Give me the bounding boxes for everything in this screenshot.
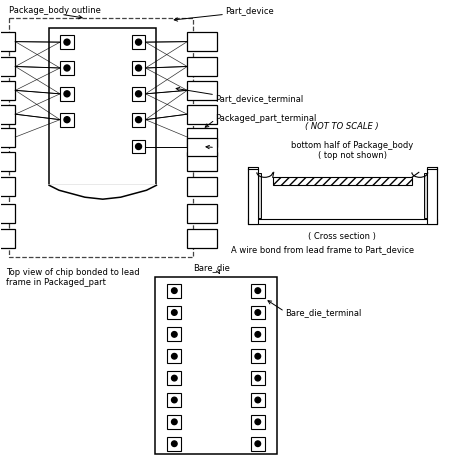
Text: A wire bond from lead frame to Part_device: A wire bond from lead frame to Part_devi… bbox=[230, 244, 413, 253]
Bar bbox=[0, 205, 15, 224]
Circle shape bbox=[171, 419, 177, 425]
Bar bbox=[131, 113, 145, 127]
Bar bbox=[426, 168, 436, 225]
Bar bbox=[9, 19, 193, 257]
Text: Part_device_terminal: Part_device_terminal bbox=[215, 94, 303, 103]
Circle shape bbox=[64, 118, 70, 123]
Circle shape bbox=[254, 375, 260, 381]
Bar bbox=[49, 29, 156, 186]
Text: Top view of chip bonded to lead
frame in Packaged_part: Top view of chip bonded to lead frame in… bbox=[6, 267, 140, 287]
Bar bbox=[187, 138, 216, 157]
Bar bbox=[250, 371, 264, 385]
Circle shape bbox=[254, 354, 260, 359]
Circle shape bbox=[254, 397, 260, 403]
Text: ( Cross section ): ( Cross section ) bbox=[308, 232, 375, 240]
Bar bbox=[60, 62, 74, 76]
Bar bbox=[0, 153, 15, 172]
Circle shape bbox=[135, 66, 141, 72]
Circle shape bbox=[171, 375, 177, 381]
Bar bbox=[131, 88, 145, 101]
Bar bbox=[167, 284, 181, 298]
Bar bbox=[167, 393, 181, 407]
Bar bbox=[167, 371, 181, 385]
Circle shape bbox=[171, 441, 177, 446]
Bar bbox=[187, 58, 216, 77]
Circle shape bbox=[171, 310, 177, 316]
Bar bbox=[423, 174, 426, 219]
Bar bbox=[187, 128, 216, 147]
Bar bbox=[0, 33, 15, 52]
Bar bbox=[167, 415, 181, 429]
Bar bbox=[60, 113, 74, 127]
Circle shape bbox=[171, 354, 177, 359]
Bar bbox=[167, 350, 181, 363]
Bar bbox=[0, 230, 15, 248]
Circle shape bbox=[135, 118, 141, 123]
Bar bbox=[257, 174, 260, 219]
Bar bbox=[0, 128, 15, 147]
Bar bbox=[187, 230, 216, 248]
Circle shape bbox=[64, 92, 70, 98]
Circle shape bbox=[135, 92, 141, 98]
Circle shape bbox=[171, 397, 177, 403]
Bar bbox=[250, 284, 264, 298]
Bar bbox=[272, 178, 411, 186]
Bar bbox=[167, 437, 181, 450]
Bar bbox=[131, 62, 145, 76]
Bar bbox=[0, 82, 15, 100]
Circle shape bbox=[254, 419, 260, 425]
Bar bbox=[131, 140, 145, 154]
Circle shape bbox=[171, 332, 177, 338]
Bar bbox=[155, 277, 276, 454]
Bar bbox=[0, 178, 15, 197]
Bar bbox=[60, 88, 74, 101]
Text: Packaged_part_terminal: Packaged_part_terminal bbox=[215, 114, 316, 123]
Bar bbox=[250, 350, 264, 363]
Text: Part_device: Part_device bbox=[225, 6, 273, 15]
Bar bbox=[187, 33, 216, 52]
Bar bbox=[60, 36, 74, 50]
Circle shape bbox=[135, 144, 141, 150]
Bar bbox=[250, 393, 264, 407]
Bar bbox=[187, 106, 216, 125]
Text: ( NOT TO SCALE ): ( NOT TO SCALE ) bbox=[305, 121, 378, 130]
Bar bbox=[187, 205, 216, 224]
Text: Package_body outline: Package_body outline bbox=[9, 6, 101, 15]
Bar bbox=[250, 437, 264, 450]
Circle shape bbox=[254, 310, 260, 316]
Bar bbox=[247, 168, 257, 225]
Bar bbox=[167, 328, 181, 342]
Bar bbox=[167, 306, 181, 320]
Bar bbox=[250, 306, 264, 320]
Bar bbox=[131, 36, 145, 50]
Bar bbox=[187, 153, 216, 172]
Text: bottom half of Package_body
( top not shown): bottom half of Package_body ( top not sh… bbox=[290, 140, 412, 160]
Circle shape bbox=[135, 40, 141, 46]
Bar bbox=[247, 219, 436, 225]
Circle shape bbox=[254, 332, 260, 338]
Circle shape bbox=[171, 288, 177, 294]
Circle shape bbox=[64, 40, 70, 46]
Bar bbox=[250, 328, 264, 342]
Bar bbox=[187, 82, 216, 100]
Text: Bare_die: Bare_die bbox=[192, 262, 229, 271]
Bar bbox=[0, 106, 15, 125]
Bar bbox=[250, 415, 264, 429]
Bar bbox=[0, 58, 15, 77]
Bar bbox=[187, 178, 216, 197]
Circle shape bbox=[254, 441, 260, 446]
Circle shape bbox=[254, 288, 260, 294]
Circle shape bbox=[64, 66, 70, 72]
Text: Bare_die_terminal: Bare_die_terminal bbox=[284, 307, 360, 316]
